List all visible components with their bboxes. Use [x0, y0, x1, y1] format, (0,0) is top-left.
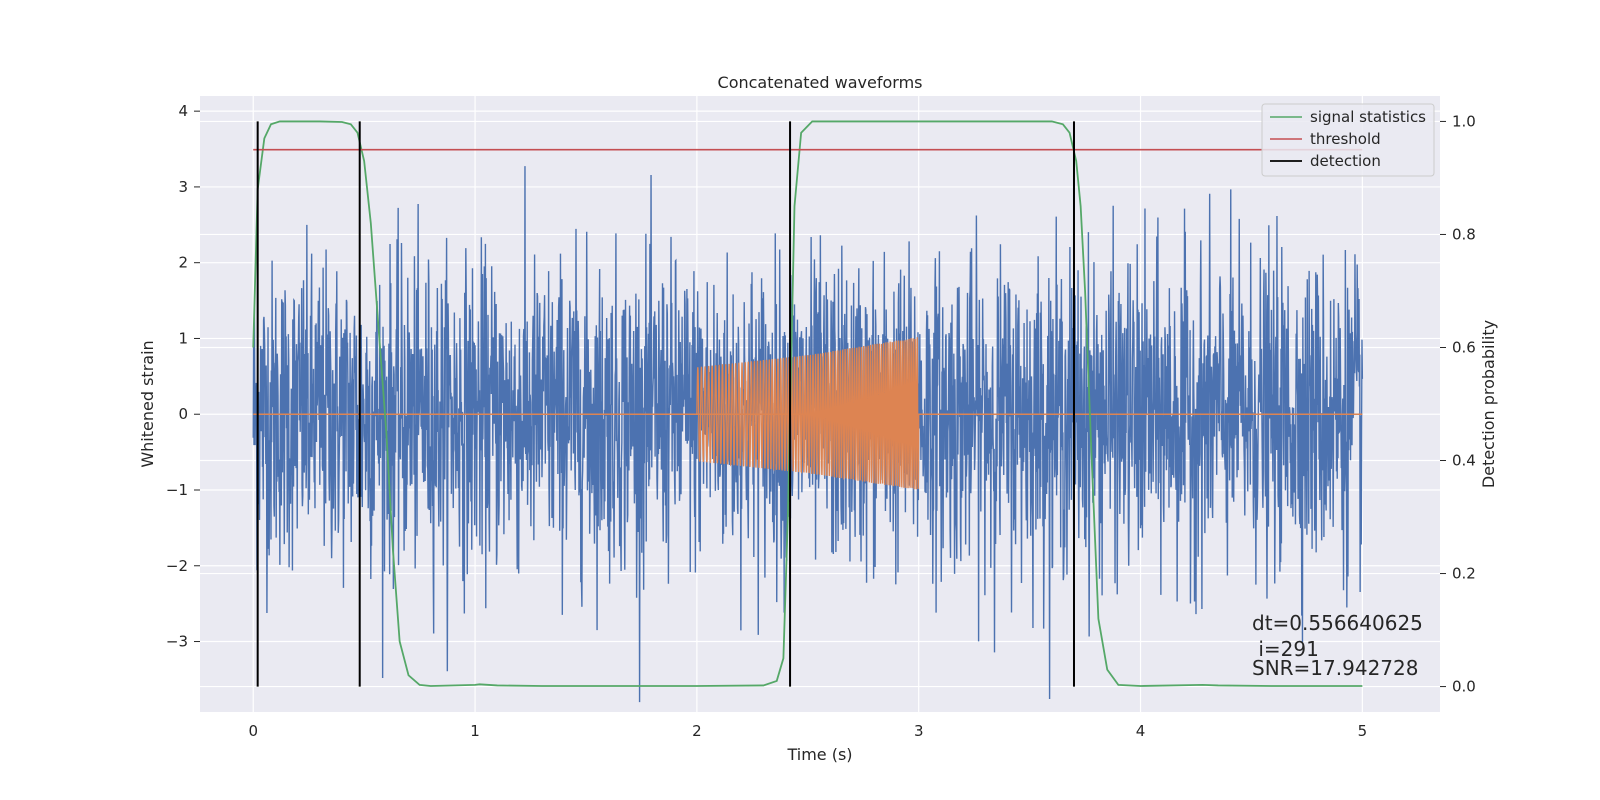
y-axis-label: Whitened strain [138, 340, 157, 467]
annotation-dt: dt=0.556640625 [1252, 611, 1423, 635]
template-chirp-line [696, 337, 920, 490]
y-tick-label: −1 [166, 481, 188, 499]
x-tick-label: 1 [470, 722, 480, 740]
legend-label-detection: detection [1310, 152, 1381, 170]
x-tick-label: 4 [1136, 722, 1146, 740]
annotation-i: i=291 [1252, 637, 1319, 661]
x-axis-label: Time (s) [786, 745, 852, 764]
strain-series [252, 166, 1364, 703]
x-tick-label: 3 [914, 722, 924, 740]
y2-tick-label: 1.0 [1452, 112, 1476, 130]
annotation-snr: SNR=17.942728 [1252, 656, 1418, 680]
y-tick-label: 1 [178, 329, 188, 347]
strain-noise-line [252, 166, 1364, 703]
x-tick-label: 0 [248, 722, 258, 740]
y-tick-label: 4 [178, 102, 188, 120]
x-tick-label: 2 [692, 722, 702, 740]
x-tick-label: 5 [1358, 722, 1368, 740]
y-tick-label: 2 [178, 254, 188, 272]
legend: signal statistics threshold detection [1261, 103, 1435, 177]
y2-tick-label: 0.8 [1452, 225, 1476, 243]
axes: 0 1 2 3 4 5 −3 −2 −1 0 1 2 3 4 0.0 0.2 0.4 0.6 0.8 1.0 [166, 102, 1476, 740]
y2-tick-label: 0.2 [1452, 565, 1476, 583]
y-tick-label: 0 [178, 405, 188, 423]
chart-title: Concatenated waveforms [718, 73, 923, 92]
y-tick-label: −2 [166, 557, 188, 575]
template-series [253, 337, 1363, 490]
legend-label-threshold: threshold [1310, 130, 1381, 148]
y2-tick-label: 0.4 [1452, 452, 1476, 470]
probability-series [252, 120, 1363, 687]
y2-axis-label: Detection probability [1479, 320, 1498, 488]
signal-statistics-line [252, 120, 1363, 687]
y-tick-label: 3 [178, 178, 188, 196]
y-tick-label: −3 [166, 633, 188, 651]
legend-box [1261, 103, 1435, 177]
y2-tick-label: 0.6 [1452, 338, 1476, 356]
y2-tick-label: 0.0 [1452, 678, 1476, 696]
legend-label-signal-statistics: signal statistics [1310, 108, 1426, 126]
